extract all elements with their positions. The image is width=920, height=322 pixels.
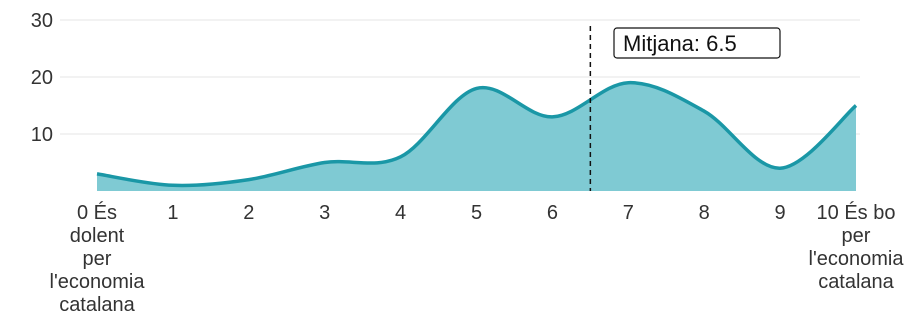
x-tick-label: catalana <box>818 271 894 293</box>
distribution-area <box>97 82 856 191</box>
x-tick-label: per <box>83 248 112 270</box>
x-tick-label: 1 <box>167 202 178 224</box>
y-tick-label: 30 <box>31 10 53 32</box>
x-tick-label: 9 <box>775 202 786 224</box>
x-tick-label: 2 <box>243 202 254 224</box>
x-tick-label: 8 <box>699 202 710 224</box>
mean-label-box <box>613 27 781 59</box>
x-tick-label: 4 <box>395 202 406 224</box>
x-tick-label: 7 <box>623 202 634 224</box>
distribution-line <box>96 80 858 188</box>
x-tick-label: per <box>842 225 871 247</box>
x-tick-label: dolent <box>70 225 125 247</box>
y-tick-label: 20 <box>31 67 53 89</box>
x-tick-label: l'economia <box>50 271 146 293</box>
x-tick-label: 10 És bo <box>817 201 896 224</box>
y-tick-label: 10 <box>31 124 53 146</box>
mean-label: Mitjana: 6.5 <box>623 31 737 56</box>
x-tick-label: 0 És <box>77 201 117 224</box>
x-tick-label: 5 <box>471 202 482 224</box>
y-axis-ticks: 10 20 30 <box>31 10 53 146</box>
x-tick-label: 3 <box>319 202 330 224</box>
x-tick-label: 6 <box>547 202 558 224</box>
x-tick-label: catalana <box>59 294 135 316</box>
x-tick-label: l'economia <box>809 248 905 270</box>
